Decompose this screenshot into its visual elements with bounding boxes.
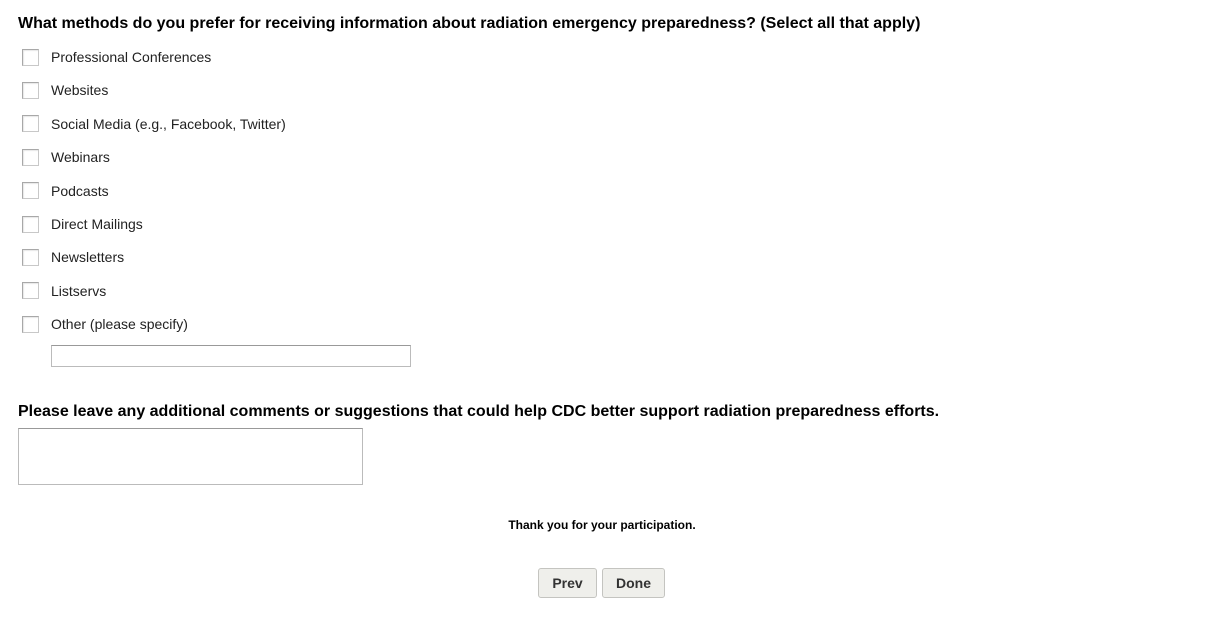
done-button[interactable]: Done xyxy=(602,568,665,598)
option-label: Social Media (e.g., Facebook, Twitter) xyxy=(51,115,286,132)
checkbox[interactable] xyxy=(22,282,39,300)
option-row[interactable]: Other (please specify) xyxy=(22,314,188,334)
prev-button[interactable]: Prev xyxy=(538,568,597,598)
option-label: Direct Mailings xyxy=(51,216,143,232)
option-label: Webinars xyxy=(51,149,110,166)
option-label: Podcasts xyxy=(51,182,109,199)
question-2-title: Please leave any additional comments or … xyxy=(18,403,940,420)
checkbox[interactable] xyxy=(22,315,39,333)
option-row[interactable]: Newsletters xyxy=(22,247,124,267)
checkbox[interactable] xyxy=(22,48,39,66)
checkbox[interactable] xyxy=(22,148,39,166)
option-row[interactable]: Social Media (e.g., Facebook, Twitter) xyxy=(22,114,286,134)
other-specify-input[interactable] xyxy=(51,345,411,367)
option-row[interactable]: Direct Mailings xyxy=(22,214,143,234)
checkbox[interactable] xyxy=(22,248,39,266)
option-label: Websites xyxy=(51,82,109,99)
option-row[interactable]: Professional Conferences xyxy=(22,47,211,67)
option-row[interactable]: Podcasts xyxy=(22,181,109,201)
checkbox[interactable] xyxy=(22,182,39,200)
option-label: Professional Conferences xyxy=(51,49,212,65)
question-1-title: What methods do you prefer for receiving… xyxy=(18,15,921,32)
option-row[interactable]: Listservs xyxy=(22,281,106,301)
checkbox[interactable] xyxy=(22,81,39,99)
option-label: Listservs xyxy=(51,282,107,299)
checkbox[interactable] xyxy=(22,115,39,133)
option-label: Other (please specify) xyxy=(51,316,188,333)
thank-you-message: Thank you for your participation. xyxy=(508,518,696,532)
comments-textarea[interactable] xyxy=(18,428,363,485)
option-label: Newsletters xyxy=(51,249,125,266)
option-row[interactable]: Websites xyxy=(22,80,108,100)
checkbox[interactable] xyxy=(22,215,39,233)
option-row[interactable]: Webinars xyxy=(22,147,110,167)
